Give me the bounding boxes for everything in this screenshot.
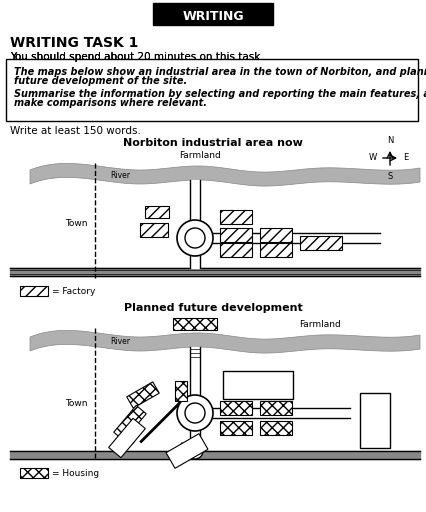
Polygon shape bbox=[109, 418, 145, 458]
Text: School: School bbox=[372, 411, 378, 435]
Circle shape bbox=[185, 403, 205, 423]
Text: W: W bbox=[369, 154, 377, 162]
Text: Playground: Playground bbox=[236, 380, 280, 390]
Text: Summarise the information by selecting and reporting the main features, and: Summarise the information by selecting a… bbox=[14, 89, 426, 99]
Bar bbox=[145, 206, 169, 218]
Text: WRITING TASK 1: WRITING TASK 1 bbox=[10, 36, 138, 50]
FancyBboxPatch shape bbox=[153, 3, 273, 25]
Text: Town: Town bbox=[66, 219, 88, 227]
Text: Farmland: Farmland bbox=[179, 151, 221, 160]
Text: make comparisons where relevant.: make comparisons where relevant. bbox=[14, 98, 207, 108]
Polygon shape bbox=[30, 163, 420, 186]
Text: = Housing: = Housing bbox=[52, 468, 99, 478]
Text: E: E bbox=[403, 154, 408, 162]
Text: WRITING: WRITING bbox=[182, 10, 244, 23]
Bar bbox=[20, 468, 48, 478]
Text: The maps below show an industrial area in the town of Norbiton, and planned: The maps below show an industrial area i… bbox=[14, 67, 426, 77]
Circle shape bbox=[185, 228, 205, 248]
FancyBboxPatch shape bbox=[6, 59, 418, 121]
Bar bbox=[260, 421, 292, 435]
Bar bbox=[140, 223, 168, 237]
Polygon shape bbox=[30, 330, 420, 353]
Circle shape bbox=[177, 395, 213, 431]
Bar bbox=[260, 401, 292, 415]
Text: Farmland: Farmland bbox=[299, 320, 341, 329]
Bar bbox=[260, 243, 292, 257]
Text: S: S bbox=[387, 172, 393, 181]
Bar bbox=[360, 393, 390, 448]
Bar bbox=[220, 401, 252, 415]
Text: River: River bbox=[110, 170, 130, 180]
Text: River: River bbox=[110, 337, 130, 347]
Bar bbox=[220, 228, 252, 242]
Bar bbox=[20, 286, 48, 296]
Text: Write at least 150 words.: Write at least 150 words. bbox=[10, 126, 141, 136]
Bar bbox=[220, 210, 252, 224]
Bar bbox=[175, 381, 187, 401]
Bar bbox=[260, 228, 292, 242]
Polygon shape bbox=[114, 406, 146, 441]
Text: Planned future development: Planned future development bbox=[124, 303, 302, 313]
Circle shape bbox=[187, 443, 203, 459]
Bar bbox=[223, 371, 293, 399]
Text: Shop: Shop bbox=[119, 430, 135, 446]
Text: Medical
centre: Medical centre bbox=[175, 441, 199, 461]
Text: N: N bbox=[387, 136, 393, 145]
Text: Norbiton industrial area now: Norbiton industrial area now bbox=[123, 138, 303, 148]
Text: You should spend about 20 minutes on this task.: You should spend about 20 minutes on thi… bbox=[10, 52, 264, 62]
Bar bbox=[173, 318, 217, 330]
Polygon shape bbox=[127, 382, 159, 408]
Text: = Factory: = Factory bbox=[52, 287, 95, 295]
Polygon shape bbox=[166, 434, 208, 468]
Text: You should spend about 20 minutes on this task.: You should spend about 20 minutes on thi… bbox=[10, 52, 264, 62]
Text: future development of the site.: future development of the site. bbox=[14, 76, 187, 86]
Circle shape bbox=[177, 220, 213, 256]
Bar bbox=[220, 421, 252, 435]
Bar bbox=[220, 243, 252, 257]
Text: Town: Town bbox=[66, 398, 88, 408]
Text: You should spend about: You should spend about bbox=[10, 52, 138, 62]
Bar bbox=[300, 236, 342, 250]
